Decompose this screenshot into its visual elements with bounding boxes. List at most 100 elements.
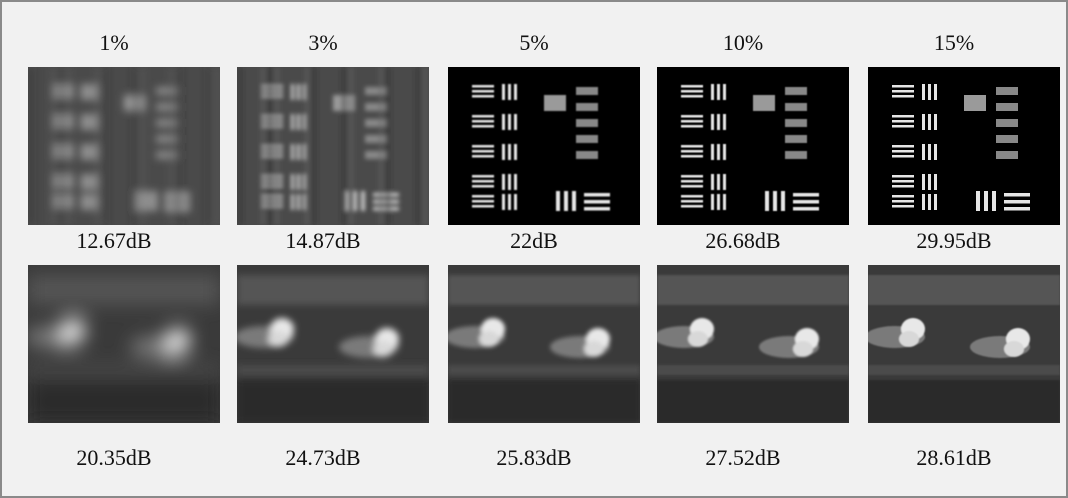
bar xyxy=(572,191,576,211)
figure-canvas: 1%3%5%10%15%12.67dB14.87dB22dB26.68dB29.… xyxy=(0,0,1068,498)
noise xyxy=(274,67,280,225)
bar xyxy=(508,144,511,160)
bar xyxy=(514,114,517,130)
bar xyxy=(892,95,914,98)
bar xyxy=(711,144,714,160)
bar xyxy=(472,200,494,203)
bar xyxy=(502,144,505,160)
bar xyxy=(508,84,511,100)
noise xyxy=(65,67,71,225)
small-bars xyxy=(576,151,598,159)
bar xyxy=(922,84,925,100)
psnr-label: 20.35dB xyxy=(76,445,151,470)
bar xyxy=(502,174,505,190)
bar xyxy=(514,144,517,160)
bar xyxy=(892,145,914,148)
bar xyxy=(472,115,494,118)
bar xyxy=(502,194,505,210)
upper-band xyxy=(657,275,849,305)
noise xyxy=(348,67,354,225)
bar xyxy=(361,191,365,211)
bar xyxy=(892,195,914,198)
small-bars xyxy=(576,119,598,127)
bar xyxy=(514,174,517,190)
bar xyxy=(723,114,726,130)
psnr-label: 29.95dB xyxy=(916,228,991,253)
bar xyxy=(892,150,914,153)
bar xyxy=(291,194,294,210)
small-bars xyxy=(785,151,807,159)
psnr-label: 25.83dB xyxy=(496,445,571,470)
ground xyxy=(28,380,220,423)
bar xyxy=(297,114,300,130)
small-bars xyxy=(785,87,807,95)
psnr-label: 26.68dB xyxy=(705,228,780,253)
bar xyxy=(992,191,996,211)
resolution-chart-image xyxy=(868,67,1060,225)
bar xyxy=(291,174,294,190)
noise xyxy=(341,67,347,225)
water-line xyxy=(448,365,640,375)
resolution-chart-image xyxy=(657,67,849,225)
noise xyxy=(176,67,182,225)
bar xyxy=(681,185,703,188)
bird-neck xyxy=(688,331,708,347)
column-header: 10% xyxy=(723,30,763,55)
bar xyxy=(892,115,914,118)
bar xyxy=(472,185,494,188)
square xyxy=(544,95,566,111)
bar xyxy=(472,205,494,208)
bar xyxy=(472,90,494,93)
bar xyxy=(82,144,85,160)
bar xyxy=(928,114,931,130)
bar xyxy=(88,194,91,210)
noise xyxy=(415,67,421,225)
noise xyxy=(311,67,317,225)
bird-neck xyxy=(164,341,184,357)
seagull-image xyxy=(25,265,220,423)
water-line xyxy=(28,365,220,375)
water-line xyxy=(868,365,1060,375)
seagull-image xyxy=(865,265,1060,423)
bar xyxy=(723,144,726,160)
bar xyxy=(681,115,703,118)
bar xyxy=(934,84,937,100)
bar xyxy=(793,200,819,204)
bar xyxy=(297,84,300,100)
bar xyxy=(892,155,914,158)
bar xyxy=(681,180,703,183)
small-bars xyxy=(576,135,598,143)
bar xyxy=(681,95,703,98)
bar xyxy=(681,205,703,208)
bar xyxy=(711,194,714,210)
column-header: 3% xyxy=(308,30,337,55)
bar xyxy=(892,180,914,183)
bar xyxy=(472,120,494,123)
small-bars xyxy=(576,87,598,95)
small-bars xyxy=(785,103,807,111)
small-bars xyxy=(785,119,807,127)
bar xyxy=(976,191,980,211)
seagull-image xyxy=(234,265,429,423)
bar xyxy=(711,174,714,190)
bar xyxy=(584,193,610,197)
bar xyxy=(88,144,91,160)
bar xyxy=(556,191,560,211)
psnr-label: 28.61dB xyxy=(916,445,991,470)
ground xyxy=(657,380,849,423)
bar xyxy=(514,84,517,100)
bar xyxy=(681,155,703,158)
bar xyxy=(928,194,931,210)
bar xyxy=(1004,200,1030,204)
bar xyxy=(297,144,300,160)
bar xyxy=(681,175,703,178)
noise xyxy=(28,67,34,225)
bar xyxy=(681,90,703,93)
bar xyxy=(508,194,511,210)
bar xyxy=(82,114,85,130)
bar xyxy=(152,191,156,211)
square xyxy=(964,95,986,111)
noise xyxy=(304,67,310,225)
noise xyxy=(132,67,138,225)
bird-neck xyxy=(479,331,499,347)
